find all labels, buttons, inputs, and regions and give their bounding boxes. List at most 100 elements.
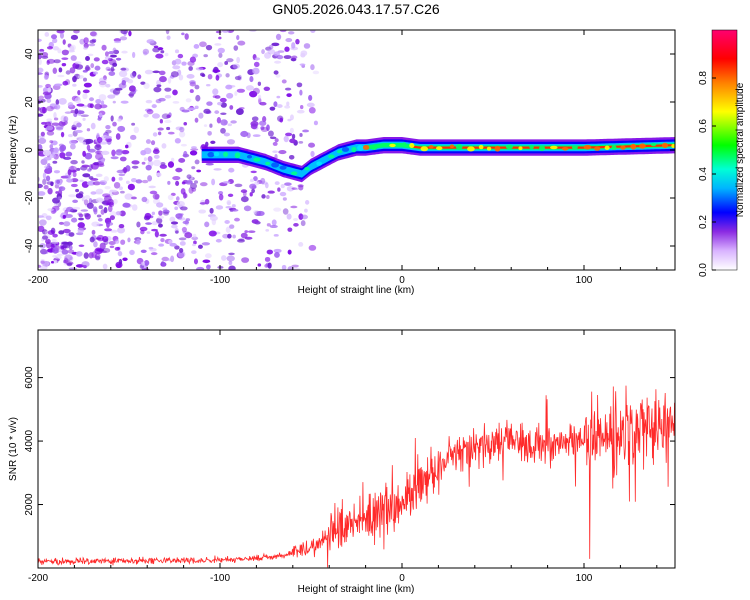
spectrogram-noise-blob [75,264,84,268]
spectrogram-noise-blob [83,199,89,206]
spectrogram-noise-blob [187,107,196,111]
spectrogram-noise-blob [195,94,201,102]
spectrogram-noise-blob [105,83,111,88]
spectrogram-noise-blob [38,72,43,75]
spectrogram-ridge-spot [402,142,407,148]
spectrogram-noise-blob [234,183,243,188]
spectrogram-noise-blob [78,213,84,218]
spectrogram-noise-blob [69,67,76,74]
spectrogram-noise-blob [244,230,249,234]
spectrogram-noise-blob [96,136,103,143]
spectrogram-noise-blob [175,230,179,234]
spectrogram-noise-blob [38,183,43,189]
spectrogram-noise-blob [172,89,178,96]
spectrogram-noise-blob [271,42,280,47]
snr-xlabel: Height of straight line (km) [298,584,415,595]
spectrogram-noise-blob [69,256,74,261]
spectrogram-noise-blob [89,97,94,102]
spectrogram-noise-blob [171,224,178,229]
spectrogram-noise-blob [234,217,240,222]
spectrogram-noise-blob [62,80,69,86]
spectrogram-noise-blob [181,32,185,36]
spectrogram-noise-blob [158,97,166,102]
spectrogram-noise-blob [72,199,78,204]
spectrogram-noise-blob [152,70,161,74]
spectrogram-noise-blob [294,187,299,191]
spectrogram-noise-blob [152,159,162,167]
spectrogram-noise-blob [209,207,214,214]
spectrogram-noise-blob [93,241,98,248]
spectrogram-noise-blob [152,47,160,53]
spectrogram-noise-blob [228,85,236,88]
spectrogram-noise-blob [220,127,226,134]
spectrogram-ridge-spot [486,146,492,151]
colorbar-label: Normalized spectral amplitude [735,82,746,217]
spectrogram-noise-blob [216,117,222,124]
colorbar-tick-label: 0.0 [698,263,709,277]
spectrogram-noise-blob [102,263,108,270]
spectrogram-noise-blob [147,156,153,162]
spectrogram-noise-blob [249,76,254,83]
spectrogram-noise-blob [243,205,252,212]
spectrogram-noise-blob [298,140,304,144]
spectrogram-noise-blob [58,221,64,225]
spectrogram-noise-blob [252,67,260,75]
spectrogram-noise-blob [77,222,85,229]
spectrogram-noise-blob [78,244,85,248]
spectrogram-noise-blob [148,246,154,250]
spectrogram-noise-blob [184,232,193,239]
spectrogram-noise-blob [72,83,77,87]
spectrogram-noise-blob [143,147,152,155]
spectrogram-ridge-spot [328,154,335,159]
spectrogram-noise-blob [167,180,171,185]
spectrogram-noise-blob [140,229,145,235]
spectrogram-noise-blob [155,53,164,59]
spectrogram-noise-blob [250,170,257,174]
spectrogram-noise-blob [153,45,159,49]
spectrogram-noise-blob [67,249,75,254]
spectrogram-noise-blob [161,261,166,266]
spectrogram-noise-blob [236,88,246,93]
spectrogram-noise-blob [271,219,277,226]
spectrogram-noise-blob [131,204,138,211]
spectrogram-ylabel: Frequency (Hz) [8,116,19,185]
spectrogram-ridge-spot [246,154,253,159]
spectrogram-noise-blob [157,131,162,136]
spectrogram-noise-blob [148,185,156,189]
spectrogram-ridge-spot [316,161,323,166]
spectrogram-noise-blob [177,216,183,220]
spectrogram-noise-blob [116,246,121,250]
spectrogram-noise-blob [160,50,165,54]
spectrogram-noise-blob [186,74,195,79]
spectrogram-noise-blob [68,232,75,237]
spectrogram-noise-blob [114,246,120,251]
spectrogram-noise-blob [43,74,49,80]
snr-plot-area [38,330,675,568]
spectrogram-noise-blob [83,37,89,44]
spectrogram-noise-blob [223,132,231,137]
spectrogram-noise-blob [189,89,194,93]
spectrogram-noise-blob [146,231,151,234]
spectrogram-noise-blob [251,219,259,224]
spectrogram-noise-blob [120,67,127,71]
spectrogram-noise-blob [144,69,154,75]
spectrogram-noise-blob [240,130,249,138]
spectrogram-noise-blob [286,101,290,107]
spectrogram-noise-blob [77,227,84,234]
spectrogram-noise-blob [96,234,105,242]
spectrogram-noise-blob [175,167,183,173]
spectrogram-noise-blob [206,101,213,106]
spectrogram-noise-blob [280,183,285,189]
spectrogram-noise-blob [118,70,128,78]
spectrogram-noise-blob [52,197,60,204]
spectrogram-noise-blob [114,239,120,244]
spectrogram-noise-blob [87,53,94,57]
spectrogram-noise-blob [147,175,153,182]
spectrogram-noise-blob [289,114,294,121]
spectrogram-noise-blob [212,88,219,96]
spectrogram-noise-blob [156,172,162,177]
spectrogram-noise-blob [247,230,256,234]
spectrogram-noise-blob [90,162,99,170]
spectrogram-noise-blob [88,252,94,259]
spectrogram-noise-blob [300,220,306,227]
